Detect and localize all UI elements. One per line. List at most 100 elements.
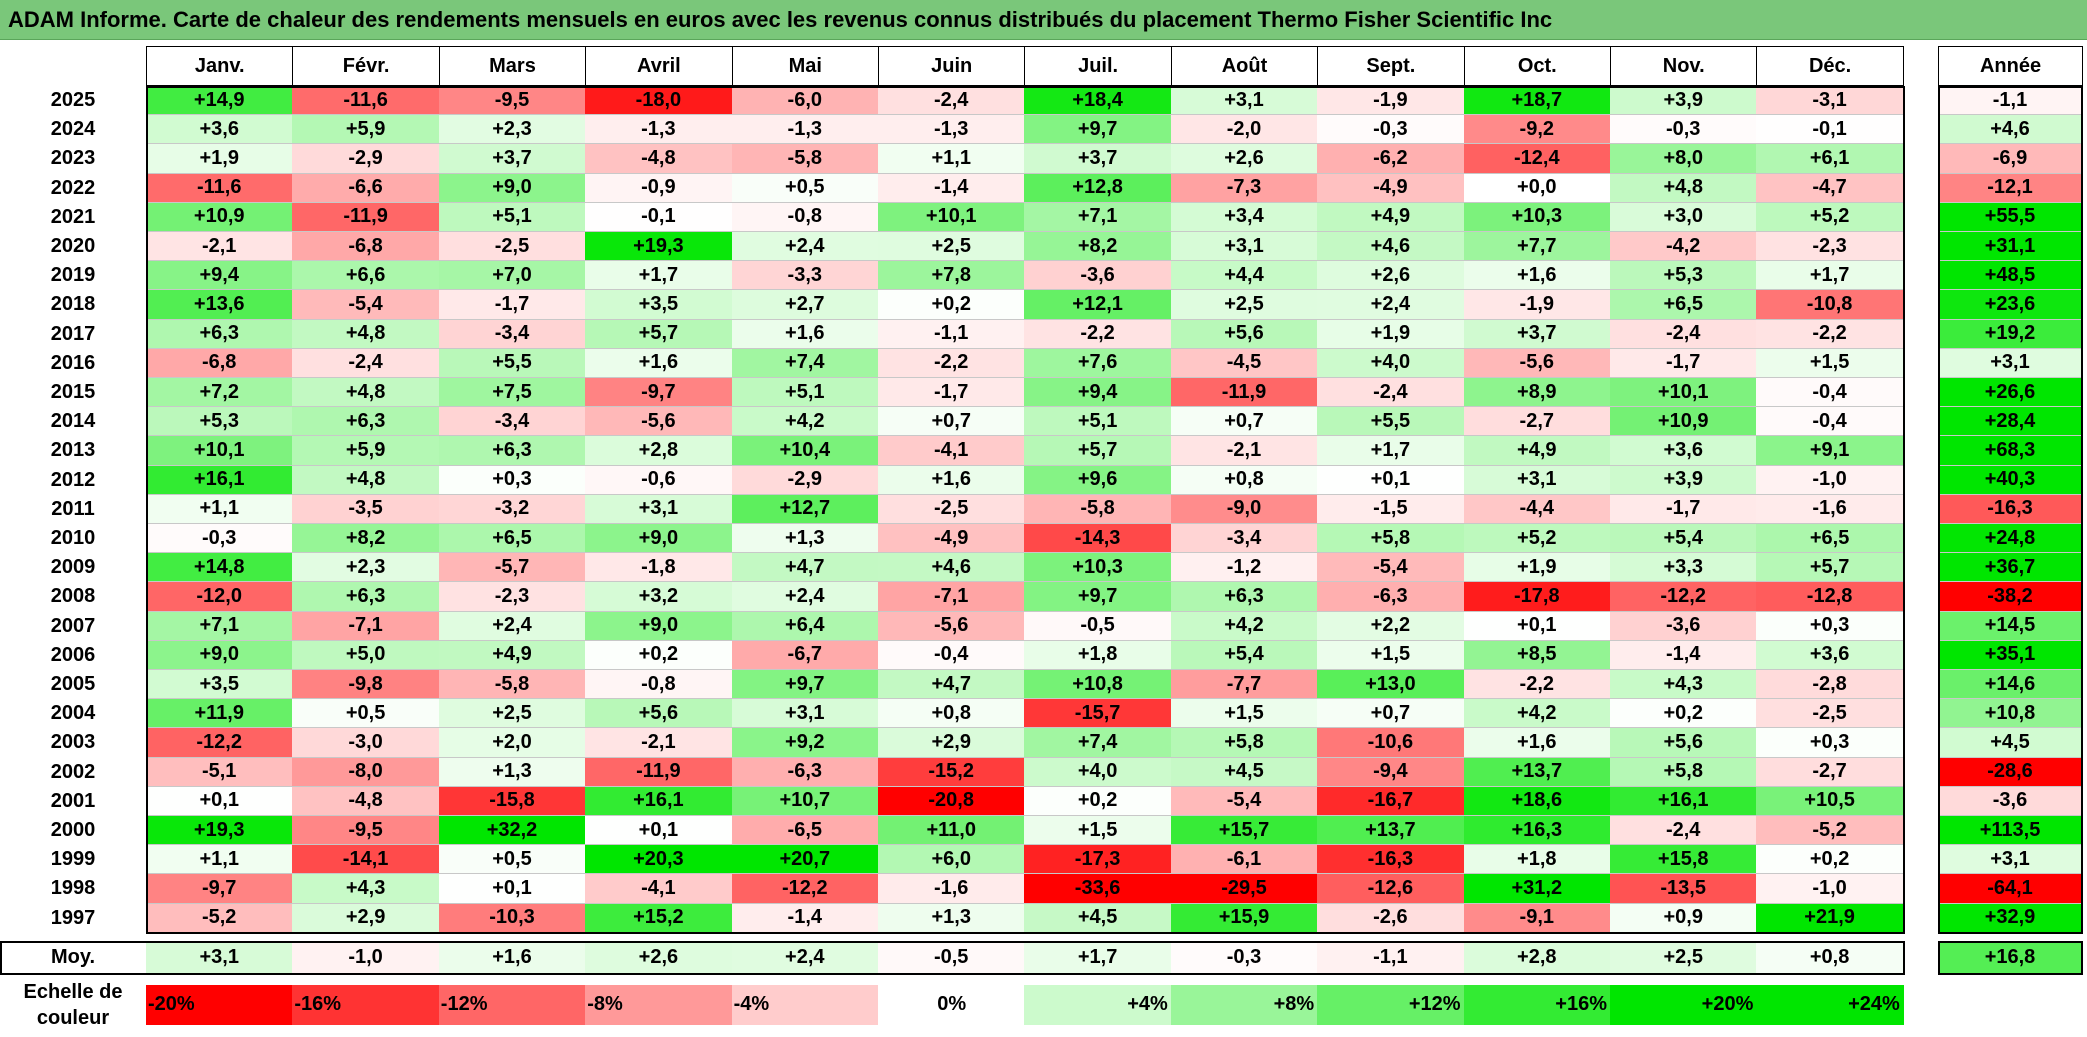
heatmap-cell: -1,7 bbox=[1610, 494, 1758, 524]
color-scale-stop: +4% bbox=[1024, 984, 1172, 1025]
heatmap-cell: +2,5 bbox=[1170, 290, 1319, 320]
heatmap-cell: -5,6 bbox=[1463, 348, 1611, 378]
heatmap-cell: -2,0 bbox=[1170, 115, 1319, 145]
heatmap-cell: -11,6 bbox=[292, 86, 440, 116]
heatmap-cell: -2,6 bbox=[1317, 903, 1465, 933]
annual-cell: +4,5 bbox=[1938, 728, 2083, 758]
heatmap-cell: +2,6 bbox=[1170, 144, 1319, 174]
heatmap-cell: -20,8 bbox=[878, 786, 1026, 816]
heatmap-cell: -5,6 bbox=[585, 407, 733, 437]
heatmap-cell: -5,7 bbox=[438, 553, 587, 583]
heatmap-cell: +4,2 bbox=[1463, 699, 1611, 729]
heatmap-cell: +2,3 bbox=[438, 115, 587, 145]
heatmap-cell: -6,7 bbox=[731, 640, 879, 670]
heatmap-cell: +3,1 bbox=[1170, 86, 1319, 116]
heatmap-cell: +12,8 bbox=[1024, 173, 1172, 203]
color-scale-label: Echelle de couleur bbox=[23, 980, 123, 1029]
heatmap-cell: -4,1 bbox=[878, 436, 1026, 466]
chart-title: ADAM Informe. Carte de chaleur des rende… bbox=[8, 7, 1553, 32]
heatmap-cell: +0,1 bbox=[1317, 465, 1465, 495]
heatmap-cell: +14,8 bbox=[146, 553, 294, 583]
heatmap-cell: -1,8 bbox=[585, 553, 733, 583]
heatmap-cell: -15,7 bbox=[1024, 699, 1172, 729]
heatmap-cell: -11,9 bbox=[1170, 378, 1319, 408]
heatmap-cell: -2,4 bbox=[1317, 378, 1465, 408]
heatmap-cell: -6,8 bbox=[292, 232, 440, 262]
heatmap-cell: +10,8 bbox=[1024, 670, 1172, 700]
heatmap-cell: +14,9 bbox=[146, 86, 294, 116]
heatmap-cell: +3,1 bbox=[585, 494, 733, 524]
heatmap-cell: +7,8 bbox=[878, 261, 1026, 291]
heatmap-cell: +6,5 bbox=[1610, 290, 1758, 320]
heatmap-cell: +1,5 bbox=[1317, 640, 1465, 670]
heatmap-cell: +5,8 bbox=[1317, 524, 1465, 554]
heatmap-cell: +7,4 bbox=[731, 348, 879, 378]
row-year-label: 2011 bbox=[51, 497, 95, 520]
heatmap-cell: -2,4 bbox=[1610, 816, 1758, 846]
heatmap-cell: -9,7 bbox=[146, 874, 294, 904]
heatmap-cell: -9,0 bbox=[1170, 494, 1319, 524]
heatmap-cell: -6,5 bbox=[731, 816, 879, 846]
heatmap-cell: +0,1 bbox=[438, 874, 587, 904]
heatmap-cell: -1,4 bbox=[1610, 640, 1758, 670]
row-year-label: 2005 bbox=[50, 673, 96, 696]
column-header: Mars bbox=[438, 46, 587, 86]
heatmap-cell: -0,1 bbox=[585, 202, 733, 232]
heatmap-cell: +5,3 bbox=[146, 407, 294, 437]
annual-cell: +31,1 bbox=[1938, 232, 2083, 262]
heatmap-cell: +4,0 bbox=[1317, 348, 1465, 378]
heatmap-cell: +16,1 bbox=[1610, 786, 1758, 816]
heatmap-cell: +16,1 bbox=[146, 465, 294, 495]
heatmap-cell: -2,4 bbox=[1610, 319, 1758, 349]
heatmap-cell: +2,4 bbox=[438, 611, 587, 641]
row-year-label: 2023 bbox=[50, 147, 96, 170]
heatmap-cell: +0,2 bbox=[1024, 786, 1172, 816]
heatmap-cell: -9,2 bbox=[1463, 115, 1611, 145]
heatmap-cell: +7,2 bbox=[146, 378, 294, 408]
annual-cell: +19,2 bbox=[1938, 319, 2083, 349]
column-header: Déc. bbox=[1756, 46, 1904, 86]
heatmap-cell: +1,1 bbox=[878, 144, 1026, 174]
heatmap-cell: +16,3 bbox=[1463, 816, 1611, 846]
heatmap-cell: -1,3 bbox=[585, 115, 733, 145]
color-scale-stop: -16% bbox=[292, 984, 440, 1025]
heatmap-cell: +3,7 bbox=[1024, 144, 1172, 174]
heatmap-cell: -7,1 bbox=[878, 582, 1026, 612]
heatmap-cell: +2,5 bbox=[878, 232, 1026, 262]
row-year-label: 1999 bbox=[50, 848, 96, 871]
heatmap-cell: -1,1 bbox=[878, 319, 1026, 349]
heatmap-cell: -2,2 bbox=[1756, 319, 1904, 349]
heatmap-cell: +13,0 bbox=[1317, 670, 1465, 700]
heatmap-cell: +9,2 bbox=[731, 728, 879, 758]
heatmap-cell: +6,5 bbox=[1756, 524, 1904, 554]
annual-cell: +3,1 bbox=[1938, 845, 2083, 875]
row-year-label: 2015 bbox=[50, 381, 96, 404]
heatmap-cell: +5,7 bbox=[585, 319, 733, 349]
heatmap-cell: -6,3 bbox=[731, 757, 879, 787]
heatmap-cell: -9,5 bbox=[292, 816, 440, 846]
heatmap-cell: -1,7 bbox=[1610, 348, 1758, 378]
heatmap-cell: -2,2 bbox=[1024, 319, 1172, 349]
year-column-header: Année bbox=[1938, 46, 2083, 86]
heatmap-cell: -2,4 bbox=[292, 348, 440, 378]
heatmap-cell: -1,5 bbox=[1317, 494, 1465, 524]
heatmap-cell: +5,4 bbox=[1610, 524, 1758, 554]
heatmap-cell: -0,8 bbox=[585, 670, 733, 700]
heatmap-cell: +4,8 bbox=[292, 319, 440, 349]
heatmap-cell: -3,2 bbox=[438, 494, 587, 524]
heatmap-cell: +8,9 bbox=[1463, 378, 1611, 408]
heatmap-cell: +4,6 bbox=[878, 553, 1026, 583]
average-cell: -0,3 bbox=[1170, 940, 1319, 975]
row-year-label: 2002 bbox=[50, 760, 96, 783]
heatmap-cell: +11,9 bbox=[146, 699, 294, 729]
heatmap-cell: +0,2 bbox=[1610, 699, 1758, 729]
heatmap-cell: +3,4 bbox=[1170, 202, 1319, 232]
heatmap-cell: -12,8 bbox=[1756, 582, 1904, 612]
heatmap-cell: +3,7 bbox=[438, 144, 587, 174]
heatmap-cell: +3,1 bbox=[1463, 465, 1611, 495]
heatmap-cell: +2,6 bbox=[1317, 261, 1465, 291]
heatmap-cell: +10,1 bbox=[146, 436, 294, 466]
row-year-label: 2020 bbox=[50, 235, 96, 258]
heatmap-cell: +7,5 bbox=[438, 378, 587, 408]
heatmap-cell: +2,4 bbox=[731, 582, 879, 612]
